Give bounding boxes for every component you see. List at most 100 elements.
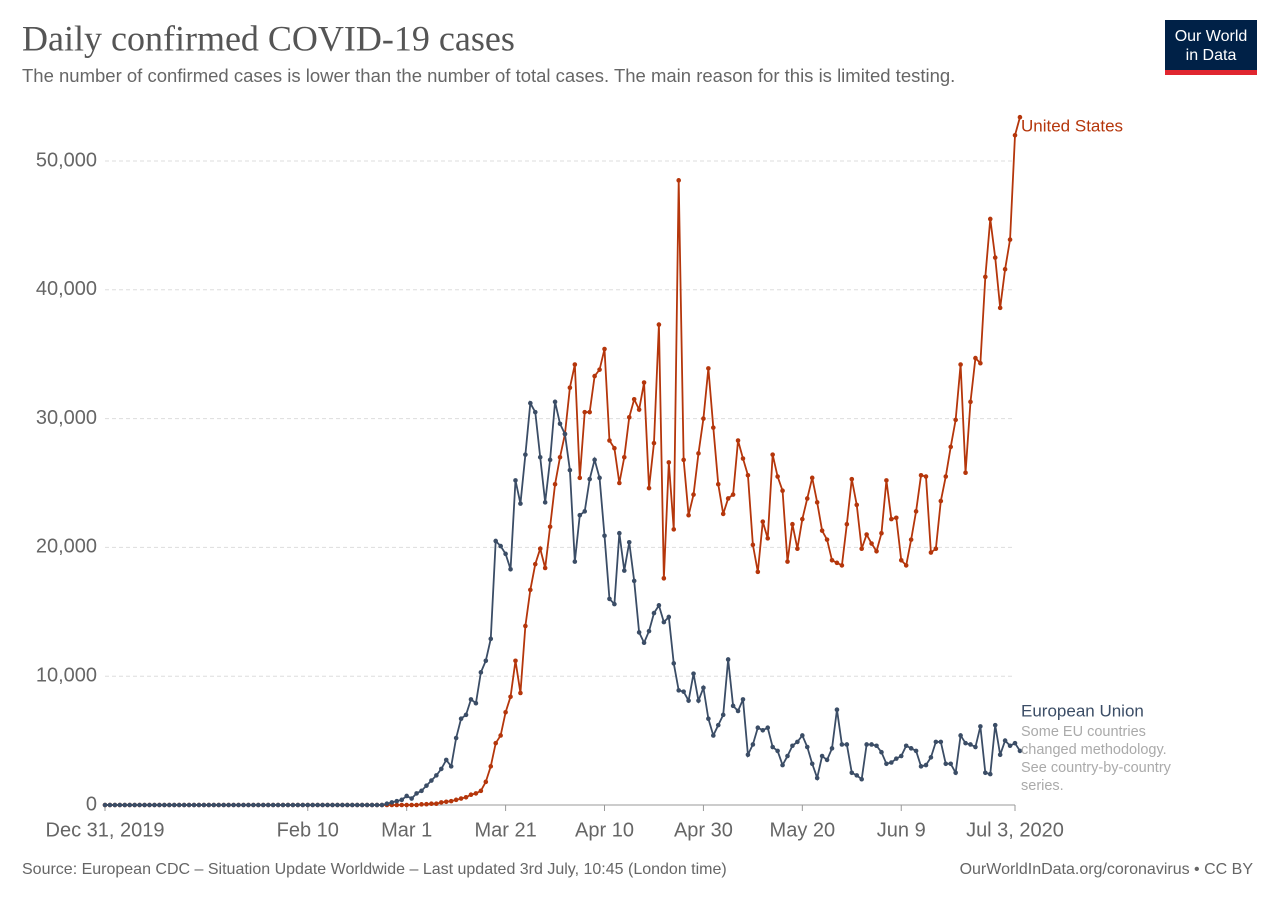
point xyxy=(913,509,919,514)
point xyxy=(740,456,746,461)
point xyxy=(537,546,543,551)
point xyxy=(607,438,612,443)
point xyxy=(617,480,622,486)
point xyxy=(275,802,281,808)
point xyxy=(478,788,484,794)
point xyxy=(923,762,929,768)
subtitle: The number of confirmed cases is lower t… xyxy=(22,65,955,86)
point xyxy=(983,274,988,280)
point xyxy=(933,546,939,551)
point xyxy=(701,416,706,421)
point xyxy=(844,521,850,527)
point xyxy=(676,178,681,183)
series-note: See country-by-country xyxy=(1021,760,1172,776)
logo-box xyxy=(1165,20,1257,70)
point xyxy=(824,757,830,763)
point xyxy=(1002,738,1008,743)
logo: Our World in Data xyxy=(1165,20,1257,75)
point xyxy=(725,496,731,501)
point xyxy=(621,568,627,573)
point xyxy=(157,802,162,808)
point xyxy=(775,748,780,754)
point xyxy=(795,739,800,745)
point xyxy=(404,802,409,808)
point xyxy=(1007,237,1013,242)
point xyxy=(468,792,474,797)
point xyxy=(765,725,771,731)
point xyxy=(142,802,147,808)
point xyxy=(473,700,479,706)
point xyxy=(537,454,543,460)
point xyxy=(448,798,454,804)
point xyxy=(790,521,795,527)
point xyxy=(468,697,474,702)
y-tick-label: 0 xyxy=(86,793,97,815)
point xyxy=(137,802,142,808)
point xyxy=(854,502,860,508)
point xyxy=(661,619,667,625)
series-note: changed methodology. xyxy=(1021,742,1167,758)
point xyxy=(434,801,439,807)
point xyxy=(819,753,825,759)
point xyxy=(968,742,973,747)
point xyxy=(270,802,276,808)
point xyxy=(973,355,978,361)
point xyxy=(112,802,118,808)
point xyxy=(992,722,998,728)
point xyxy=(1012,740,1018,746)
point xyxy=(389,800,395,805)
point xyxy=(394,802,400,808)
point xyxy=(809,475,815,481)
point xyxy=(839,563,845,568)
point xyxy=(963,470,968,475)
point xyxy=(631,396,637,402)
point xyxy=(661,576,667,581)
point xyxy=(587,409,592,415)
point xyxy=(458,716,464,722)
point xyxy=(439,766,444,772)
point xyxy=(523,623,528,629)
point xyxy=(978,724,983,729)
point xyxy=(745,752,751,758)
point xyxy=(498,733,503,738)
point xyxy=(523,452,528,457)
point xyxy=(216,802,222,808)
point xyxy=(626,539,632,545)
point xyxy=(641,380,647,385)
point xyxy=(409,796,414,801)
point xyxy=(552,399,558,405)
point xyxy=(804,744,810,750)
point xyxy=(582,509,588,514)
point xyxy=(518,690,523,696)
point xyxy=(681,689,686,694)
point xyxy=(597,475,602,481)
x-tick-label: Apr 30 xyxy=(674,819,733,841)
point xyxy=(676,688,681,693)
point xyxy=(458,796,464,801)
point xyxy=(241,802,246,808)
point xyxy=(933,739,939,745)
point xyxy=(730,492,736,497)
point xyxy=(379,802,385,808)
point xyxy=(854,773,860,778)
point xyxy=(290,802,296,808)
point xyxy=(532,409,538,415)
point xyxy=(780,762,785,768)
point xyxy=(923,474,929,479)
y-tick-label: 30,000 xyxy=(36,407,97,429)
point xyxy=(715,481,721,487)
point xyxy=(493,740,499,746)
point xyxy=(711,425,716,430)
point xyxy=(453,735,459,741)
point xyxy=(176,802,182,808)
point xyxy=(532,561,538,567)
point xyxy=(374,802,380,808)
point xyxy=(968,399,973,405)
point xyxy=(122,802,128,808)
series-line xyxy=(105,400,1021,806)
point xyxy=(869,742,874,747)
point xyxy=(829,746,835,751)
point xyxy=(453,797,459,803)
point xyxy=(513,478,518,483)
point xyxy=(651,610,657,616)
